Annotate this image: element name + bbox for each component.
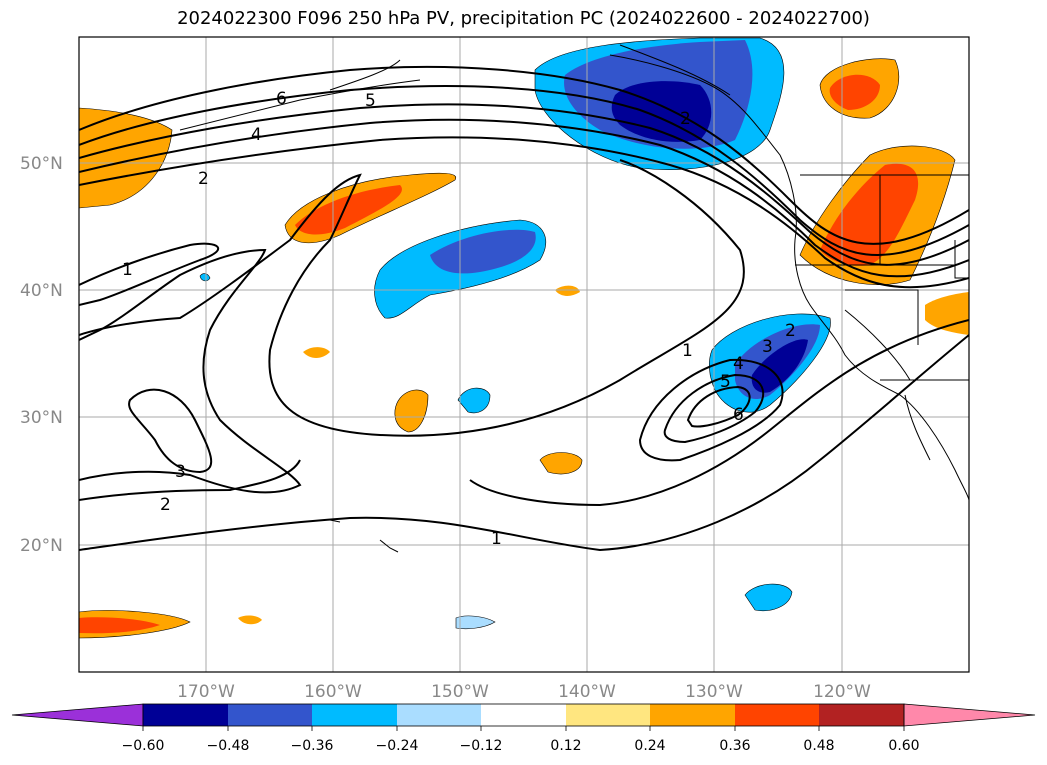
positive-anomaly-region (925, 292, 969, 335)
contour-label: 2 (785, 321, 796, 341)
figure-title: 2024022300 F096 250 hPa PV, precipitatio… (177, 8, 870, 29)
latitude-labels: 50°N 40°N 30°N 20°N (20, 154, 63, 556)
contour-label: 1 (682, 341, 693, 361)
negative-anomaly-region (455, 615, 496, 630)
contour-label: 3 (175, 462, 186, 482)
contour-labels: 6 5 4 2 1 3 2 1 1 2 3 4 5 6 2 (122, 89, 796, 549)
colorbar-bin (397, 704, 482, 726)
positive-anomaly-region (555, 285, 580, 296)
contour-label: 4 (733, 354, 744, 374)
colorbar-tick-label: −0.48 (207, 738, 250, 754)
contour-label: 2 (680, 109, 691, 129)
lon-label: 130°W (685, 682, 743, 702)
contour-label: 6 (276, 89, 287, 109)
negative-anomaly-region (430, 229, 536, 274)
lon-label: 150°W (431, 682, 489, 702)
positive-anomaly-region (539, 452, 583, 475)
colorbar-tick-label: −0.12 (460, 738, 503, 754)
lat-label: 40°N (20, 281, 63, 301)
positive-anomaly-region (238, 615, 262, 625)
colorbar-tick-label: −0.36 (291, 738, 334, 754)
contour-label: 2 (198, 169, 209, 189)
colorbar-tick-label: 0.60 (888, 738, 919, 754)
contour-label: 4 (251, 125, 262, 145)
colorbar-extend-high (903, 703, 1036, 727)
colorbar-bin (819, 704, 904, 726)
colorbar-extend-low (11, 703, 144, 727)
map-panel: 6 5 4 2 1 3 2 1 1 2 3 4 5 6 2 (79, 37, 969, 672)
colorbar: −0.60 −0.48 −0.36 −0.24 −0.12 0.12 0.24 … (11, 703, 1036, 754)
positive-anomaly-region (394, 389, 429, 433)
colorbar-bin (228, 704, 313, 726)
colorbar-tick-label: 0.36 (719, 738, 750, 754)
colorbar-tick-label: −0.24 (376, 738, 419, 754)
negative-anomaly-region (751, 339, 808, 393)
negative-anomaly-region (457, 387, 491, 414)
positive-anomaly-region (79, 617, 160, 634)
colorbar-bin (312, 704, 397, 726)
lat-label: 50°N (20, 154, 63, 174)
positive-anomaly-region (79, 107, 173, 209)
colorbar-bin (735, 704, 820, 726)
lon-label: 120°W (813, 682, 871, 702)
colorbar-bin (566, 704, 651, 726)
contour-label: 2 (160, 495, 171, 515)
colorbar-tick-label: 0.24 (634, 738, 665, 754)
contour-label: 6 (733, 405, 744, 425)
colorbar-tick-label: −0.60 (122, 738, 165, 754)
lat-label: 20°N (20, 536, 63, 556)
contour-label: 1 (122, 260, 133, 280)
positive-anomaly-region (303, 347, 330, 358)
colorbar-bin (481, 704, 566, 726)
lon-label: 140°W (558, 682, 616, 702)
contour-label: 5 (365, 91, 376, 111)
colorbar-tick-label: 0.12 (550, 738, 581, 754)
contour-label: 5 (720, 372, 731, 392)
pv-contours (79, 65, 969, 552)
colorbar-tick-label: 0.48 (803, 738, 834, 754)
lat-label: 30°N (20, 408, 63, 428)
positive-anomaly-region (820, 163, 919, 266)
longitude-labels: 170°W 160°W 150°W 140°W 130°W 120°W (177, 682, 871, 702)
contour-label: 3 (762, 337, 773, 357)
map-frame (78, 36, 970, 673)
colorbar-bin (143, 704, 228, 726)
positive-anomaly-region (295, 185, 402, 235)
lon-label: 170°W (177, 682, 235, 702)
lon-label: 160°W (304, 682, 362, 702)
colorbar-bin (650, 704, 735, 726)
contour-label: 1 (491, 529, 502, 549)
negative-anomaly-region (199, 273, 211, 282)
negative-anomaly-region (744, 583, 793, 612)
graticule (79, 37, 969, 672)
